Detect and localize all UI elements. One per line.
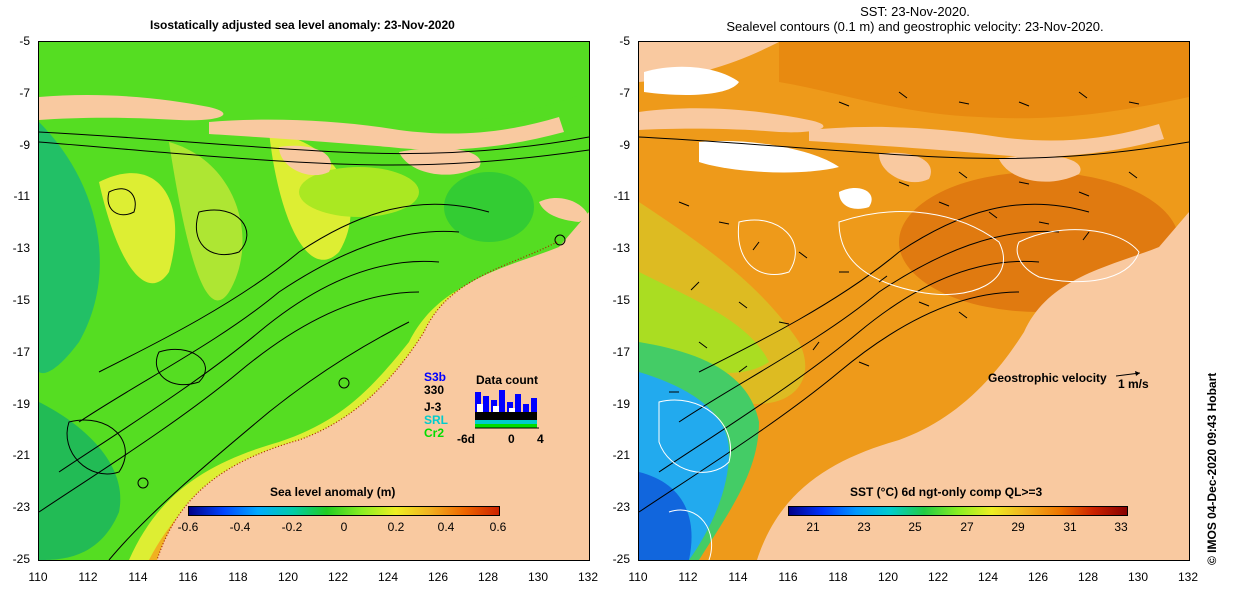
sla-colorbar-tick: 0.2 <box>387 520 405 534</box>
data-count-satellite-330: 330 <box>424 383 445 397</box>
sst-colorbar-tick: 27 <box>960 520 974 534</box>
right-map-title: SST: 23-Nov-2020. Sealevel contours (0.1… <box>640 4 1190 34</box>
data-count-axis-tick: 0 <box>508 432 515 446</box>
sst-colorbar-tick: 23 <box>857 520 871 534</box>
right-lon-tick: 126 <box>1027 570 1049 584</box>
right-lat-tick: -5 <box>619 34 630 48</box>
right-lon-tick: 110 <box>628 570 648 584</box>
right-lon-tick: 118 <box>828 570 848 584</box>
sst-colorbar-title: SST (°C) 6d ngt-only comp QL>=3 <box>850 485 1043 499</box>
left-lon-tick: 124 <box>377 570 399 584</box>
sst-map[interactable] <box>638 41 1190 561</box>
right-lat-tick: -23 <box>612 500 630 514</box>
left-lon-tick: 116 <box>178 570 198 584</box>
left-lat-tick: -21 <box>12 448 30 462</box>
left-lat-tick: -15 <box>12 293 30 307</box>
sst-colorbar-tick: 21 <box>806 520 820 534</box>
data-count-satellite-cr2: Cr2 <box>424 426 445 440</box>
right-lon-tick: 116 <box>778 570 798 584</box>
left-lat-tick: -19 <box>12 397 30 411</box>
right-lon-tick: 128 <box>1077 570 1099 584</box>
sla-colorbar-tick: 0.6 <box>489 520 507 534</box>
right-map-title-line1: SST: 23-Nov-2020. <box>860 4 970 19</box>
data-count-chart <box>475 390 539 429</box>
imos-credit: © IMOS 04-Dec-2020 09:43 Hobart <box>1205 372 1219 565</box>
right-lon-tick: 124 <box>977 570 999 584</box>
left-lon-tick: 118 <box>228 570 248 584</box>
velocity-scale-arrow <box>1116 371 1141 377</box>
left-lon-tick: 114 <box>128 570 148 584</box>
data-count-satellite-j3: J-3 <box>424 400 442 414</box>
sla-colorbar-tick: -0.2 <box>281 520 303 534</box>
right-lat-tick: -17 <box>612 345 630 359</box>
data-count-title: Data count <box>476 373 539 387</box>
right-lon-tick: 114 <box>728 570 748 584</box>
left-lon-tick: 112 <box>78 570 98 584</box>
right-lat-tick: -9 <box>619 138 630 152</box>
left-lat-tick: -9 <box>19 138 30 152</box>
left-lat-tick: -23 <box>12 500 30 514</box>
right-lon-tick: 112 <box>678 570 698 584</box>
left-lon-tick: 110 <box>28 570 48 584</box>
sla-colorbar-tick: 0.4 <box>437 520 455 534</box>
left-lon-tick: 122 <box>327 570 349 584</box>
sla-map-canvas <box>39 42 589 560</box>
sla-colorbar <box>188 506 500 516</box>
right-lat-tick: -21 <box>612 448 630 462</box>
left-lon-tick: 128 <box>477 570 499 584</box>
right-lon-tick: 122 <box>927 570 949 584</box>
right-lat-tick: -19 <box>612 397 630 411</box>
sst-colorbar-tick: 29 <box>1011 520 1025 534</box>
geostrophic-velocity-label: Geostrophic velocity <box>988 371 1107 385</box>
data-count-bars <box>475 390 537 428</box>
sea-level-anomaly-map[interactable] <box>38 41 590 561</box>
right-lat-tick: -11 <box>613 189 630 203</box>
left-lon-tick: 132 <box>577 570 599 584</box>
right-lat-tick: -13 <box>612 241 630 255</box>
data-count-satellite-list: S3b 330 J-3 SRL Cr2 <box>424 371 448 440</box>
sst-colorbar <box>788 506 1128 516</box>
right-map-title-line2: Sealevel contours (0.1 m) and geostrophi… <box>726 19 1104 34</box>
right-lat-tick: -25 <box>612 552 630 566</box>
data-count-satellite-s3b: S3b <box>424 370 447 384</box>
right-lon-tick: 132 <box>1177 570 1199 584</box>
velocity-scale-label: 1 m/s <box>1118 377 1149 391</box>
sst-colorbar-tick: 33 <box>1114 520 1128 534</box>
left-lat-tick: -7 <box>19 86 30 100</box>
sla-colorbar-tick: -0.6 <box>177 520 199 534</box>
left-lat-tick: -11 <box>13 189 30 203</box>
left-lat-tick: -13 <box>12 241 30 255</box>
right-lat-tick: -15 <box>612 293 630 307</box>
sst-map-canvas <box>639 42 1189 560</box>
data-count-satellite-srl: SRL <box>424 413 448 427</box>
left-lon-tick: 120 <box>277 570 299 584</box>
sla-colorbar-tick: -0.4 <box>229 520 251 534</box>
sst-colorbar-tick: 25 <box>908 520 922 534</box>
left-lat-tick: -17 <box>12 345 30 359</box>
sst-colorbar-tick: 31 <box>1063 520 1077 534</box>
left-lon-tick: 126 <box>427 570 449 584</box>
data-count-axis-tick: 4 <box>537 432 544 446</box>
sla-colorbar-tick: 0 <box>340 520 348 534</box>
right-lon-tick: 120 <box>877 570 899 584</box>
data-count-axis-tick: -6d <box>457 432 475 446</box>
sla-colorbar-title: Sea level anomaly (m) <box>270 485 396 499</box>
left-lat-tick: -5 <box>19 34 30 48</box>
left-lon-tick: 130 <box>527 570 549 584</box>
left-lat-tick: -25 <box>12 552 30 566</box>
left-map-title: Isostatically adjusted sea level anomaly… <box>150 18 455 32</box>
right-lat-tick: -7 <box>619 86 630 100</box>
right-lon-tick: 130 <box>1127 570 1149 584</box>
